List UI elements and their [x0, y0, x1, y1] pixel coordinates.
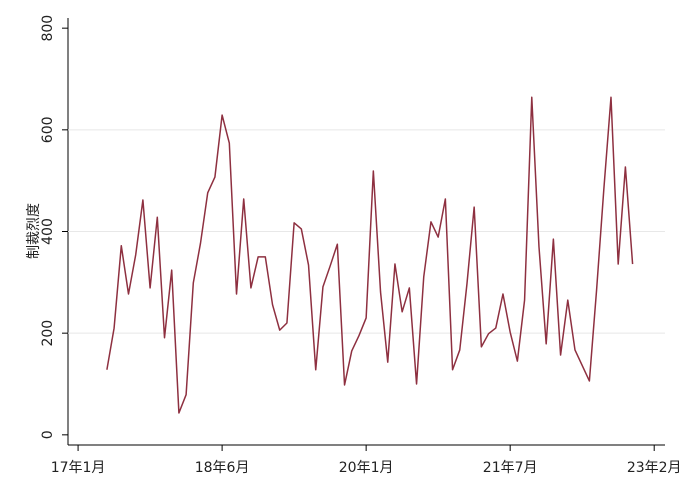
y-axis-label: 制裁烈度	[26, 203, 42, 259]
y-tick-label: 600	[40, 116, 56, 143]
y-tick-label: 0	[40, 430, 56, 439]
x-tick-label: 20年1月	[339, 460, 394, 476]
x-tick-label: 23年2月	[627, 460, 682, 476]
y-tick-label: 200	[40, 320, 56, 347]
x-tick-label: 21年7月	[483, 460, 538, 476]
x-tick-label: 17年1月	[51, 460, 106, 476]
line-series	[106, 96, 634, 414]
y-tick-label: 800	[40, 15, 56, 42]
x-tick-label: 18年6月	[195, 460, 250, 476]
y-tick-label: 400	[40, 218, 56, 245]
